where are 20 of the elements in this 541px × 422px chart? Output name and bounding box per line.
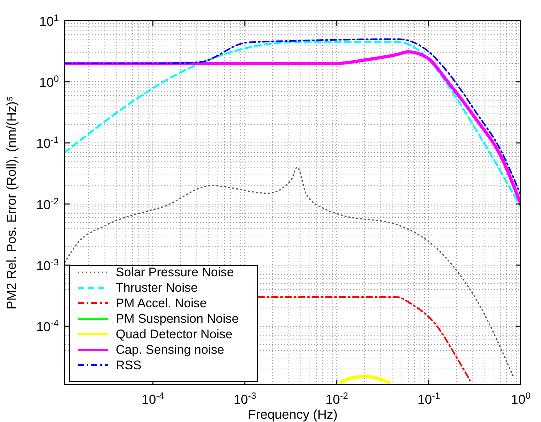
x-tick-label: 10$^{-2}$ [326,391,348,407]
legend-label: RSS [116,358,142,372]
legend-label: Solar Pressure Noise [116,266,234,280]
y-tick-label: 10$^{1}$ [39,13,59,29]
y-tick-label: 10$^{-2}$ [36,196,59,212]
y-tick-label: 10$^{-1}$ [36,135,59,152]
legend-label: Thruster Noise [116,281,198,295]
y-axis-title: PM2 Rel. Pos. Error (Roll), (nm/(Hz)⁵ [4,96,19,310]
legend-label: PM Accel. Noise [116,296,208,310]
legend-label: Quad Detector Noise [116,328,233,342]
x-tick-label: 10$^{-3}$ [234,391,256,407]
x-axis-title: Frequency (Hz) [248,407,338,422]
y-tick-label: 10$^{0}$ [39,74,59,90]
x-tick-label: 10$^{-4}$ [142,391,164,407]
y-tick-label: 10$^{-3}$ [36,257,59,274]
legend-label: PM Suspension Noise [116,312,240,326]
x-tick-label: 10$^{0}$ [511,391,531,407]
legend-label: Cap. Sensing noise [116,343,224,357]
x-tick-label: 10$^{-1}$ [418,391,440,407]
y-tick-label: 10$^{-4}$ [36,318,59,334]
